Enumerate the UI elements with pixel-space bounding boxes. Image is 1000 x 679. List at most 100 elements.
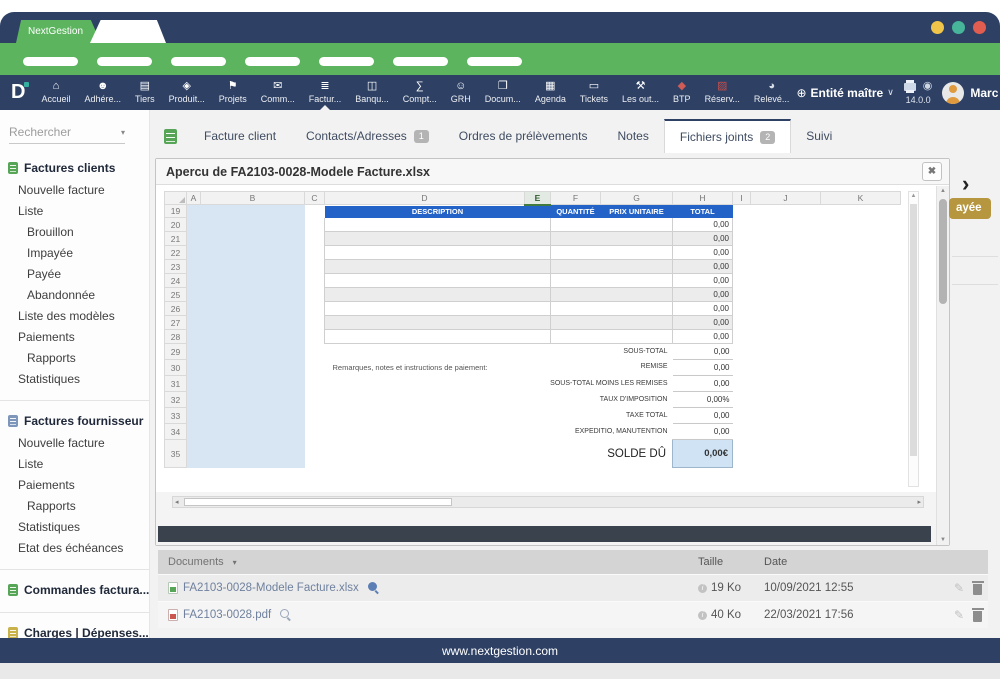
window-button-minimize[interactable]: [931, 21, 944, 34]
tickets-icon: ▭: [588, 80, 600, 92]
scroll-up-icon[interactable]: ▲: [910, 193, 917, 199]
sidebar-sections: Factures clients Nouvelle facture Liste Bro…: [0, 159, 149, 638]
edit-icon[interactable]: ✎: [953, 581, 964, 595]
nav-item-docum[interactable]: ❐ Docum...: [478, 75, 528, 110]
sidebar-item-pay-e[interactable]: Payée: [27, 266, 62, 281]
cell-K24: [821, 274, 901, 288]
sidebar-item-statistiques[interactable]: Statistiques: [18, 519, 81, 534]
nav-item-accueil[interactable]: ⌂ Accueil: [34, 75, 77, 110]
sidebar: Rechercher ▾ Factures clients Nouvelle fa…: [0, 110, 150, 638]
nav-item-tickets[interactable]: ▭ Tickets: [573, 75, 615, 110]
nav-item-les-out[interactable]: ⚒ Les out...: [615, 75, 666, 110]
sheet-vertical-scrollbar[interactable]: ▲: [908, 191, 919, 487]
sidebar-item-rapports[interactable]: Rapports: [27, 498, 76, 513]
sidebar-item-paiements[interactable]: Paiements: [18, 477, 75, 492]
sidebar-item-nouvelle-facture[interactable]: Nouvelle facture: [18, 182, 105, 197]
sidebar-item-rapports[interactable]: Rapports: [27, 350, 76, 365]
nav-item-tiers[interactable]: ▤ Tiers: [128, 75, 162, 110]
sidebar-item-impay-e[interactable]: Impayée: [27, 245, 74, 260]
cell-G24: [600, 273, 673, 288]
scrollbar-thumb[interactable]: [910, 204, 917, 456]
sidebar-item-paiements[interactable]: Paiements: [18, 329, 75, 344]
scroll-down-icon[interactable]: ▼: [940, 537, 946, 543]
sidebar-section-factures-clients[interactable]: Factures clients: [0, 159, 149, 179]
cell-B31: [200, 375, 305, 392]
scroll-right-icon[interactable]: ▸: [917, 499, 921, 506]
tab-ordres-de-pr-l-vements[interactable]: Ordres de prélèvements: [444, 119, 603, 153]
edit-icon[interactable]: ✎: [953, 608, 964, 622]
nav-item-label: Produit...: [168, 94, 205, 104]
navbar-tools: ◉ 14.0.0: [903, 79, 933, 105]
column-header-documents[interactable]: Documents ▾: [158, 556, 698, 568]
close-icon[interactable]: ✖: [922, 162, 942, 181]
user-menu[interactable]: Marc ∨: [942, 81, 1000, 104]
scrollbar-thumb[interactable]: [184, 498, 452, 506]
sidebar-item-brouillon[interactable]: Brouillon: [27, 224, 74, 239]
nav-item-produit[interactable]: ◈ Produit...: [162, 75, 212, 110]
bookmark-pill: [171, 57, 226, 66]
nav-item-compt[interactable]: ∑ Compt...: [396, 75, 444, 110]
cell-D23: [324, 259, 551, 274]
document-link[interactable]: FA2103-0028-Modele Facture.xlsx: [183, 582, 359, 594]
scroll-up-icon[interactable]: ▲: [940, 188, 946, 194]
delete-icon[interactable]: [971, 580, 984, 595]
collapse-panel-chevron[interactable]: ›: [962, 171, 970, 196]
sidebar-section-charges-d-penses[interactable]: Charges | Dépenses...: [0, 624, 149, 638]
nav-item-factur[interactable]: ≣ Factur...: [302, 75, 349, 110]
zoom-icon[interactable]: [280, 609, 292, 621]
browser-titlebar: NextGestion: [0, 12, 1000, 43]
documents-icon: ❐: [497, 80, 508, 92]
sidebar-item-liste-des-mod-les[interactable]: Liste des modèles: [18, 308, 115, 323]
browser-tab[interactable]: NextGestion: [16, 20, 102, 43]
sort-caret-icon: ▾: [232, 557, 237, 567]
tab-suivi[interactable]: Suivi: [791, 119, 847, 153]
cell-D25: [324, 287, 551, 302]
nav-item-adh-re[interactable]: ☻ Adhére...: [77, 75, 128, 110]
cell-J23: [751, 260, 821, 274]
print-icon[interactable]: [903, 79, 916, 93]
tab-fichiers-joints[interactable]: Fichiers joints 2: [663, 119, 792, 153]
hr-icon: ☺: [455, 80, 467, 92]
sidebar-section: Factures clients Nouvelle facture Liste Bro…: [0, 159, 149, 389]
window-button-maximize[interactable]: [952, 21, 965, 34]
nav-item-comm[interactable]: ✉ Comm...: [254, 75, 302, 110]
sidebar-section-commandes-factura[interactable]: Commandes factura...: [0, 581, 149, 601]
sidebar-section-factures-fournisseur[interactable]: Factures fournisseur: [0, 412, 149, 432]
footer-link[interactable]: www.nextgestion.com: [441, 643, 559, 658]
sidebar-item-statistiques[interactable]: Statistiques: [18, 371, 81, 386]
cell-I32: [733, 392, 751, 408]
search-input[interactable]: Rechercher ▾: [9, 125, 125, 144]
info-icon[interactable]: ◉: [922, 80, 933, 92]
preview-scrollbar[interactable]: ▲ ▼: [936, 186, 949, 545]
nav-item-btp[interactable]: ◆ BTP: [666, 75, 698, 110]
nav-item-projets[interactable]: ⚑ Projets: [212, 75, 254, 110]
nav-item-agenda[interactable]: ▦ Agenda: [528, 75, 573, 110]
sidebar-item-nouvelle-facture[interactable]: Nouvelle facture: [18, 435, 105, 450]
tab-notes[interactable]: Notes: [603, 119, 664, 153]
sheet-horizontal-scrollbar[interactable]: ◂ ▸: [172, 496, 924, 508]
nav-item-banqu[interactable]: ◫ Banqu...: [348, 75, 396, 110]
cell-A21: [186, 231, 201, 246]
sidebar-item-liste[interactable]: Liste: [18, 203, 44, 218]
nav-item-relev[interactable]: ◕ Relevé...: [747, 75, 797, 110]
scrollbar-thumb[interactable]: [939, 199, 947, 304]
delete-icon[interactable]: [971, 607, 984, 622]
file-size: 19 Ko: [711, 582, 742, 594]
info-icon: i: [698, 610, 707, 620]
cell-C27: [305, 316, 325, 330]
scroll-left-icon[interactable]: ◂: [175, 499, 179, 506]
sidebar-item-etat-des-ch-ances[interactable]: Etat des échéances: [18, 540, 124, 555]
sidebar-item-abandonn-e[interactable]: Abandonnée: [27, 287, 96, 302]
dolibarr-logo[interactable]: D: [11, 80, 31, 103]
document-link[interactable]: FA2103-0028.pdf: [183, 609, 272, 621]
preview-icon[interactable]: [367, 582, 380, 594]
sheet-row-27: 27: [164, 315, 187, 330]
document-date-cell: 10/09/2021 12:55: [764, 582, 928, 594]
nav-item-grh[interactable]: ☺ GRH: [444, 75, 478, 110]
nav-item-r-serv[interactable]: ▨ Réserv...: [698, 75, 747, 110]
sidebar-item-liste[interactable]: Liste: [18, 456, 44, 471]
window-button-close[interactable]: [973, 21, 986, 34]
entity-selector[interactable]: ⊕ Entité maître ∨: [796, 86, 893, 100]
tab-contacts-adresses[interactable]: Contacts/Adresses 1: [291, 119, 444, 153]
tab-facture-client[interactable]: Facture client: [189, 119, 291, 153]
